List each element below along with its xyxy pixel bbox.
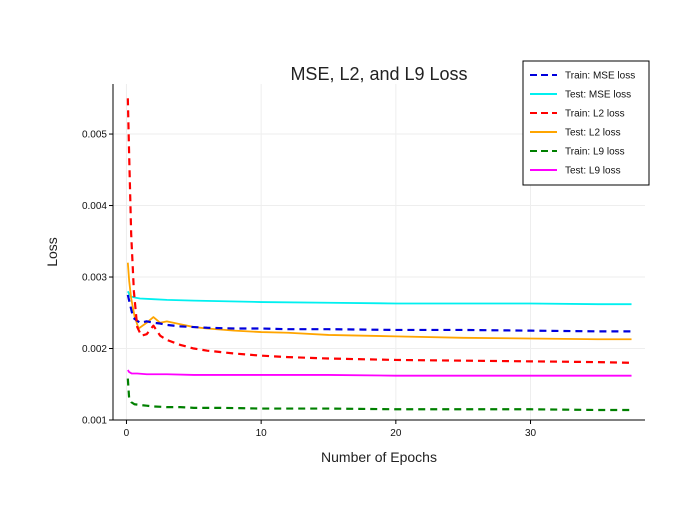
legend-box xyxy=(522,60,650,186)
series-line-test-l9-loss xyxy=(127,369,632,377)
x-tick-label: 10 xyxy=(256,428,268,439)
x-tick-label: 0 xyxy=(124,428,130,439)
x-tick-label: 30 xyxy=(525,428,537,439)
y-tick-label: 0.005 xyxy=(82,130,107,141)
legend-label: Train: L2 loss xyxy=(565,109,625,120)
series-layer xyxy=(126,98,632,412)
series-line-train-mse-loss xyxy=(126,294,632,333)
y-tick-label: 0.004 xyxy=(82,201,107,212)
series-line-test-l2-loss xyxy=(126,262,632,341)
y-tick-label: 0.002 xyxy=(82,344,107,355)
y-tick-label: 0.001 xyxy=(82,416,107,427)
legend: Train: MSE loss Test: MSE loss Train: L2 l… xyxy=(522,60,650,186)
series-line-train-l9-loss xyxy=(126,378,632,412)
x-tick-label: 20 xyxy=(390,428,402,439)
axes-layer xyxy=(112,84,645,421)
legend-label: Test: L2 loss xyxy=(565,128,621,139)
y-axis-title: Loss xyxy=(44,237,60,267)
legend-label: Train: L9 loss xyxy=(565,147,625,158)
chart-title: MSE, L2, and L9 Loss xyxy=(290,64,467,84)
legend-label: Test: L9 loss xyxy=(565,166,621,177)
x-axis-title: Number of Epochs xyxy=(321,449,437,465)
legend-label: Train: MSE loss xyxy=(565,71,635,82)
legend-label: Test: MSE loss xyxy=(565,90,631,101)
tick-layer: 0 10 20 30 0.001 0.002 0.003 0.004 0.005 xyxy=(82,130,537,439)
series-line-test-mse-loss xyxy=(127,290,632,306)
y-tick-label: 0.003 xyxy=(82,273,107,284)
